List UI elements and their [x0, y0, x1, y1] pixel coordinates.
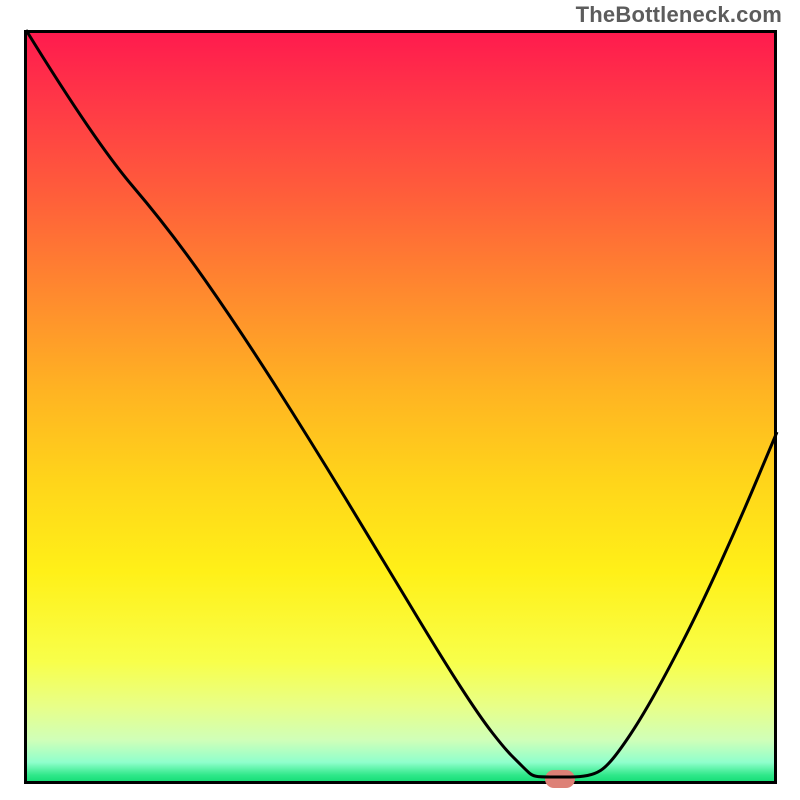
bottleneck-curve	[0, 0, 800, 800]
